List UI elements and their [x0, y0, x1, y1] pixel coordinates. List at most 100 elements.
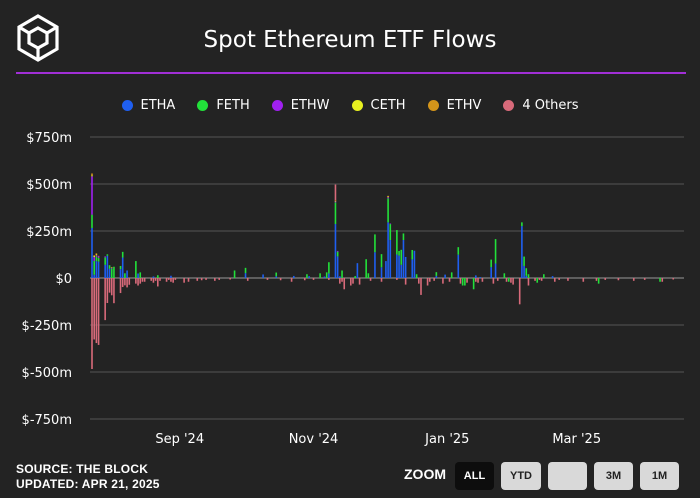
bar-etha [374, 252, 376, 278]
bar-feth [233, 270, 236, 278]
bar-ethw [336, 250, 339, 252]
bar-4-others [595, 278, 598, 281]
bar-4-others [141, 278, 144, 282]
bar-feth [461, 278, 464, 286]
bar-etha [308, 276, 310, 278]
bar-ethw [387, 197, 389, 199]
bar-4-others [496, 278, 499, 281]
bar-feth [450, 272, 453, 278]
bar-4-others [448, 278, 451, 282]
bar-4-others [350, 278, 352, 286]
bar-etha [475, 275, 477, 278]
bar-4-others [108, 278, 111, 293]
legend-item-4-others[interactable]: 4 Others [503, 98, 578, 113]
bar-feth [306, 274, 308, 278]
bar-4-others [143, 278, 146, 282]
bar-4-others [358, 278, 361, 285]
zoom-all-button[interactable]: ALL [455, 462, 494, 490]
bar-ethw [389, 223, 392, 225]
bar-etha [385, 261, 387, 278]
bar-4-others [152, 278, 155, 283]
legend-dot [197, 100, 209, 111]
bar-4-others [567, 278, 569, 281]
bar-4-others [93, 278, 95, 340]
x-tick-label: Nov '24 [289, 432, 339, 447]
bar-etha [413, 250, 416, 278]
y-tick-label: $250m [26, 225, 72, 240]
bar-4-others [632, 278, 635, 281]
bar-4-others [433, 278, 435, 281]
legend-label: ETHW [290, 98, 330, 113]
bar-etha [97, 261, 100, 278]
zoom-label: ZOOM [404, 466, 446, 482]
bar-ethv [95, 253, 98, 255]
bar-etha [262, 274, 264, 278]
bar-etha [404, 256, 407, 278]
bar-feth [110, 268, 113, 278]
bar-feth [659, 278, 661, 282]
legend-item-ceth[interactable]: CETH [351, 98, 406, 113]
bar-feth [104, 257, 106, 265]
bar-4-others [475, 278, 477, 282]
bar-ethw [110, 267, 113, 269]
zoom-3m-button[interactable]: 3M [594, 462, 633, 490]
bar-etha [119, 269, 122, 278]
bar-4-others [97, 278, 100, 345]
bar-feth [113, 266, 115, 278]
bar-ceth [91, 175, 93, 177]
bar-feth [521, 222, 523, 227]
bar-4-others [95, 278, 98, 344]
bar-feth [334, 202, 337, 225]
x-tick-label: Sep '24 [155, 432, 204, 447]
title-divider [16, 72, 686, 74]
bar-4-others [527, 278, 530, 286]
bar-etha [170, 275, 172, 278]
legend-item-ethw[interactable]: ETHW [271, 98, 330, 113]
bar-feth [389, 224, 392, 241]
bar-4-others [303, 278, 306, 281]
bar-etha [402, 240, 405, 278]
the-block-logo-icon [17, 14, 59, 62]
zoom-1m-button[interactable]: 1M [640, 462, 679, 490]
legend-item-etha[interactable]: ETHA [121, 98, 175, 113]
bar-feth [435, 272, 438, 276]
bar-ethv [97, 255, 100, 257]
bar-feth [503, 273, 506, 278]
bar-4-others [617, 278, 620, 281]
bar-feth [139, 272, 142, 278]
bar-4-others [661, 278, 664, 282]
bar-4-others [128, 278, 131, 285]
legend-item-feth[interactable]: FETH [197, 98, 250, 113]
y-tick-label: $-500m [22, 366, 72, 381]
bar-etha [490, 267, 492, 278]
bar-etha [398, 255, 400, 278]
bar-etha [525, 275, 528, 278]
bar-etha [387, 222, 389, 278]
bar-ethw [93, 257, 95, 261]
bar-ethv [334, 200, 337, 201]
y-tick-label: $0 [55, 272, 72, 287]
legend-dot [503, 100, 515, 111]
y-tick-label: $-250m [22, 319, 72, 334]
bar-feth [106, 254, 109, 256]
bar-4-others [200, 278, 203, 281]
bar-feth [244, 267, 247, 274]
bar-4-others [187, 278, 190, 282]
bar-4-others [505, 278, 508, 282]
bar-etha [396, 254, 398, 278]
bar-etha [336, 256, 339, 278]
bar-etha [411, 259, 414, 278]
bar-ethw [104, 256, 106, 258]
bar-4-others [172, 278, 174, 283]
zoom-blank-button[interactable] [548, 462, 587, 490]
bar-4-others [582, 278, 585, 282]
bar-etha [126, 270, 128, 278]
bar-4-others [404, 278, 407, 285]
zoom-ytd-button[interactable]: YTD [501, 462, 541, 490]
bar-feth [527, 274, 530, 278]
legend-item-ethv[interactable]: ETHV [427, 98, 481, 113]
bar-etha [152, 276, 155, 278]
bar-4-others [91, 278, 93, 369]
bar-4-others [604, 278, 607, 280]
